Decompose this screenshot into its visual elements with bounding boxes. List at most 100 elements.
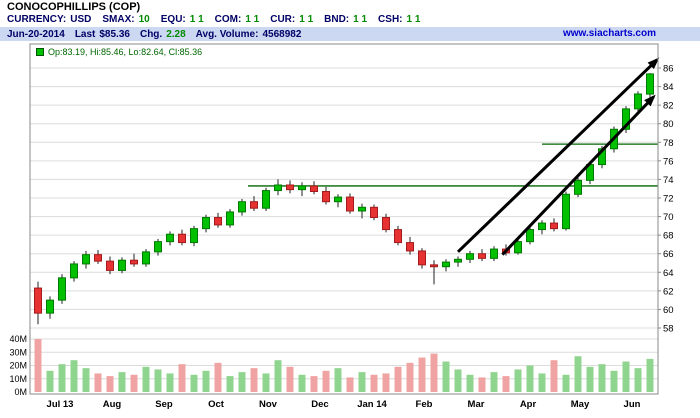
last-price-group: Last $85.36 <box>75 29 130 40</box>
candle-body <box>382 216 390 231</box>
volume-bar <box>514 369 522 392</box>
candle-body <box>574 179 582 195</box>
price-tick-label: 72 <box>663 193 674 204</box>
volume-bar <box>442 361 450 392</box>
stat-label: CSH: <box>378 14 403 25</box>
month-tick-label: Jan 14 <box>357 399 387 410</box>
candle-body <box>130 259 138 265</box>
month-tick-label: Jul 13 <box>47 399 74 410</box>
change-group: Chg. 2.28 <box>140 29 186 40</box>
volume-bar <box>322 370 330 392</box>
stats-row: CURRENCY: USD SMAX: 10 EQU: 1 1 COM: 1 1 CUR: 1 1… <box>7 14 420 25</box>
candle-body <box>418 250 426 266</box>
candle-body <box>514 241 522 254</box>
month-tick-label: Feb <box>416 399 433 410</box>
stat-value: 1 1 <box>189 14 204 25</box>
volume-bar <box>346 377 354 392</box>
avg-volume-group: Avg. Volume: 4568982 <box>196 29 302 40</box>
candle-body <box>370 206 378 218</box>
volume-bar <box>490 372 498 392</box>
volume-bar <box>610 370 618 392</box>
candle-body <box>274 184 282 192</box>
date-value: Jun-20-2014 <box>7 28 65 40</box>
price-tick-label: 80 <box>663 119 674 130</box>
candle-body <box>250 201 258 209</box>
stat-value: 10 <box>138 14 150 25</box>
candle-body <box>562 193 570 230</box>
siacharts-link[interactable]: www.siacharts.com <box>563 28 656 39</box>
volume-bar <box>526 365 534 392</box>
volume-bar <box>214 362 222 392</box>
month-tick-label: Jun <box>624 399 641 410</box>
candle-body <box>190 228 198 244</box>
price-tick-label: 82 <box>663 101 674 112</box>
stat-pair: CUR: 1 1 <box>270 14 313 25</box>
candle-body <box>538 222 546 231</box>
candle-body <box>466 253 474 260</box>
candle-body <box>394 229 402 244</box>
volume-bar <box>166 373 174 392</box>
price-tick-label: 64 <box>663 268 674 279</box>
candle-body <box>154 241 162 253</box>
stat-label: CUR: <box>270 14 296 25</box>
stat-pair: CSH: 1 1 <box>378 14 420 25</box>
volume-bar <box>262 373 270 392</box>
gridlines <box>30 67 658 380</box>
price-tick-label: 78 <box>663 138 674 149</box>
stat-label: EQU: <box>160 14 186 25</box>
candle-body <box>214 216 222 226</box>
volume-bar <box>598 364 606 392</box>
volume-bar <box>358 372 366 392</box>
volume-tick-label: 40M <box>9 334 27 344</box>
candle-body <box>634 93 642 110</box>
volume-bar <box>190 374 198 392</box>
stat-value: USD <box>70 14 92 25</box>
candle-body <box>454 258 462 263</box>
candle-body <box>478 253 486 259</box>
volume-tick-label: 20M <box>9 361 27 371</box>
price-axis-labels: 58 60 62 64 66 68 70 72 74 76 78 80 82 84 86 <box>658 64 674 334</box>
candle-body <box>82 254 90 265</box>
candle-body <box>106 260 114 271</box>
volume-axis-labels: 0M 10M 20M 30M 40M <box>9 334 27 397</box>
price-tick-label: 84 <box>663 82 674 93</box>
volume-bar <box>70 360 78 392</box>
stat-label: CURRENCY: <box>7 14 67 25</box>
plot-border <box>29 43 659 395</box>
last-label: Last <box>74 28 96 40</box>
trend-arrows <box>456 57 660 256</box>
month-tick-label: Aug <box>103 399 122 410</box>
page-title: CONOCOPHILLIPS (COP) <box>7 1 141 13</box>
volume-bar <box>634 368 642 392</box>
volume-bar <box>430 353 438 392</box>
candle-body <box>58 277 66 301</box>
candle-body <box>202 216 210 230</box>
candle-body <box>550 222 558 230</box>
avg-volume-label: Avg. Volume: <box>195 28 259 40</box>
volume-bar <box>454 369 462 392</box>
stat-pair: CURRENCY: USD <box>7 14 91 25</box>
candle-body <box>358 206 366 212</box>
volume-bar <box>406 362 414 392</box>
volume-bar <box>334 368 342 392</box>
volume-bar <box>466 374 474 392</box>
volume-bar <box>538 373 546 392</box>
price-tick-label: 60 <box>663 305 674 316</box>
volume-bar <box>58 364 66 392</box>
price-tick-label: 66 <box>663 249 674 260</box>
volume-bar <box>274 360 282 392</box>
volume-bar <box>238 372 246 392</box>
stat-value: 1 1 <box>299 14 314 25</box>
candle-body <box>430 264 438 268</box>
chg-value: 2.28 <box>166 28 186 40</box>
stat-label: BND: <box>324 14 350 25</box>
candle-body <box>442 261 450 268</box>
month-tick-label: Dec <box>311 399 328 410</box>
month-tick-label: Nov <box>259 399 278 410</box>
volume-bar <box>286 366 294 392</box>
candle-body <box>94 254 102 262</box>
volume-bar <box>550 360 558 392</box>
candle-body <box>526 229 534 243</box>
price-tick-label: 70 <box>663 212 674 223</box>
